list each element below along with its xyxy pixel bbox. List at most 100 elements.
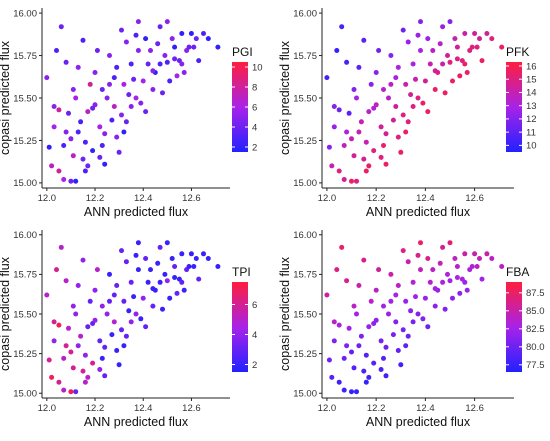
data-point [415, 32, 421, 38]
colorbar-label: 13 [526, 101, 537, 112]
x-tick-label: 12.0 [318, 403, 337, 414]
data-point [489, 256, 495, 261]
y-axis-title: copasi predicted flux [278, 256, 292, 371]
data-point [145, 279, 151, 285]
data-point [356, 64, 362, 70]
colorbar-label: 16 [526, 61, 537, 72]
x-tick-label: 12.0 [38, 403, 57, 414]
y-tick-label: 15.00 [13, 178, 37, 189]
data-point [462, 251, 468, 257]
data-point [388, 81, 394, 87]
data-point [68, 178, 74, 184]
data-point [381, 87, 386, 92]
data-point [51, 104, 57, 109]
data-point [160, 306, 165, 312]
data-point [114, 64, 120, 70]
data-point [499, 264, 505, 269]
data-point [383, 161, 389, 167]
x-tick-label: 12.4 [134, 403, 153, 414]
data-point [462, 279, 468, 285]
data-point [73, 178, 79, 184]
data-point [114, 283, 120, 288]
data-point [82, 379, 88, 385]
data-point [425, 109, 431, 115]
data-point [205, 36, 211, 42]
data-point [215, 44, 221, 50]
data-point [450, 78, 455, 84]
data-point [474, 44, 480, 50]
data-point [413, 294, 418, 300]
panel-fba: 12.0 12.2 12.4 12.6 15.00 15.25 15.50 15.75 16.0… [278, 230, 545, 429]
x-tick-label: 12.0 [38, 193, 57, 204]
colorbar-label: 80.0 [526, 342, 545, 353]
data-point [97, 154, 103, 160]
data-point [172, 44, 178, 50]
data-point [201, 251, 206, 257]
data-point [450, 295, 455, 301]
data-point [425, 36, 431, 42]
data-point [92, 287, 98, 293]
data-point [56, 168, 62, 174]
data-point [174, 73, 180, 79]
data-point [46, 144, 52, 150]
data-point [339, 244, 345, 250]
data-point [68, 136, 74, 142]
data-point [477, 36, 482, 42]
legend-title: PFK [506, 45, 529, 59]
data-point [326, 357, 332, 363]
data-point [378, 154, 384, 160]
data-point [172, 56, 178, 62]
data-point [133, 32, 139, 38]
data-point [462, 61, 468, 67]
data-point [349, 389, 354, 395]
data-point [80, 257, 86, 263]
data-point [87, 298, 93, 304]
data-point [354, 178, 359, 184]
data-point [395, 348, 401, 353]
data-point [344, 343, 350, 349]
data-point [457, 290, 463, 296]
data-point [68, 349, 74, 355]
data-point [344, 278, 350, 284]
data-point [373, 287, 379, 293]
data-point [121, 343, 127, 349]
data-point [432, 286, 438, 292]
data-point [341, 387, 347, 393]
data-point [363, 139, 369, 145]
data-point [97, 124, 103, 130]
data-point [80, 368, 86, 374]
data-point [432, 87, 438, 92]
data-point [131, 76, 137, 82]
data-point [383, 373, 389, 379]
data-point [324, 292, 330, 298]
data-point [479, 58, 485, 64]
data-point [430, 48, 436, 53]
data-point [484, 31, 490, 36]
data-point [73, 389, 79, 395]
data-point [128, 61, 134, 67]
data-point [196, 276, 202, 282]
data-point [341, 143, 347, 148]
data-point [119, 112, 124, 118]
data-point [403, 81, 409, 87]
data-point [376, 48, 382, 53]
data-point [85, 163, 91, 169]
data-point [336, 107, 342, 113]
y-tick-label: 15.75 [13, 270, 37, 281]
data-point [99, 355, 105, 361]
data-point [107, 53, 112, 58]
data-point [90, 148, 96, 154]
x-tick-label: 12.2 [86, 193, 105, 204]
data-point [97, 338, 103, 344]
data-point [442, 90, 448, 96]
colorbar-label: 82.5 [526, 324, 545, 335]
colorbar-label: 14 [526, 88, 537, 99]
data-point [169, 36, 175, 42]
data-point [70, 87, 76, 92]
data-point [454, 275, 460, 280]
colorbar-label: 2 [252, 360, 257, 371]
data-point [477, 256, 482, 261]
data-point [104, 311, 110, 317]
y-tick-label: 16.00 [13, 8, 37, 19]
